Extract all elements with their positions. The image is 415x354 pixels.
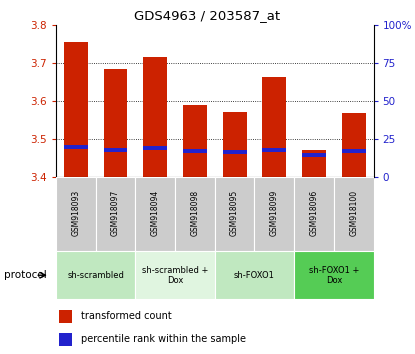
Bar bbox=[262, 148, 286, 152]
Text: GSM918093: GSM918093 bbox=[71, 189, 81, 236]
Bar bbox=[143, 57, 167, 177]
FancyBboxPatch shape bbox=[135, 251, 215, 299]
Bar bbox=[302, 150, 326, 177]
Bar bbox=[342, 149, 366, 153]
FancyBboxPatch shape bbox=[294, 177, 334, 251]
Text: protocol: protocol bbox=[4, 270, 47, 280]
FancyBboxPatch shape bbox=[56, 251, 135, 299]
Bar bbox=[223, 150, 247, 154]
Bar bbox=[59, 333, 72, 346]
FancyBboxPatch shape bbox=[334, 177, 374, 251]
Bar bbox=[262, 77, 286, 177]
Bar bbox=[302, 153, 326, 157]
Text: GDS4963 / 203587_at: GDS4963 / 203587_at bbox=[134, 9, 281, 22]
Bar bbox=[223, 112, 247, 177]
Text: GSM918098: GSM918098 bbox=[190, 190, 200, 236]
FancyBboxPatch shape bbox=[215, 251, 294, 299]
Text: percentile rank within the sample: percentile rank within the sample bbox=[81, 335, 247, 344]
Text: sh-FOXO1: sh-FOXO1 bbox=[234, 271, 275, 280]
Text: GSM918100: GSM918100 bbox=[349, 190, 358, 236]
Bar bbox=[64, 145, 88, 149]
FancyBboxPatch shape bbox=[294, 251, 374, 299]
Bar bbox=[64, 42, 88, 177]
FancyBboxPatch shape bbox=[56, 177, 96, 251]
Bar bbox=[183, 105, 207, 177]
FancyBboxPatch shape bbox=[96, 177, 135, 251]
Text: sh-scrambled: sh-scrambled bbox=[67, 271, 124, 280]
Bar bbox=[104, 148, 127, 152]
Bar bbox=[143, 146, 167, 150]
Bar bbox=[183, 149, 207, 153]
FancyBboxPatch shape bbox=[135, 177, 175, 251]
Text: GSM918099: GSM918099 bbox=[270, 189, 279, 236]
Text: sh-FOXO1 +
Dox: sh-FOXO1 + Dox bbox=[309, 266, 359, 285]
Text: GSM918096: GSM918096 bbox=[310, 189, 318, 236]
Bar bbox=[104, 69, 127, 177]
Text: GSM918094: GSM918094 bbox=[151, 189, 160, 236]
Text: sh-scrambled +
Dox: sh-scrambled + Dox bbox=[142, 266, 208, 285]
FancyBboxPatch shape bbox=[254, 177, 294, 251]
FancyBboxPatch shape bbox=[215, 177, 254, 251]
Text: GSM918095: GSM918095 bbox=[230, 189, 239, 236]
Bar bbox=[59, 310, 72, 323]
FancyBboxPatch shape bbox=[175, 177, 215, 251]
Text: GSM918097: GSM918097 bbox=[111, 189, 120, 236]
Bar bbox=[342, 113, 366, 177]
Text: transformed count: transformed count bbox=[81, 312, 172, 321]
